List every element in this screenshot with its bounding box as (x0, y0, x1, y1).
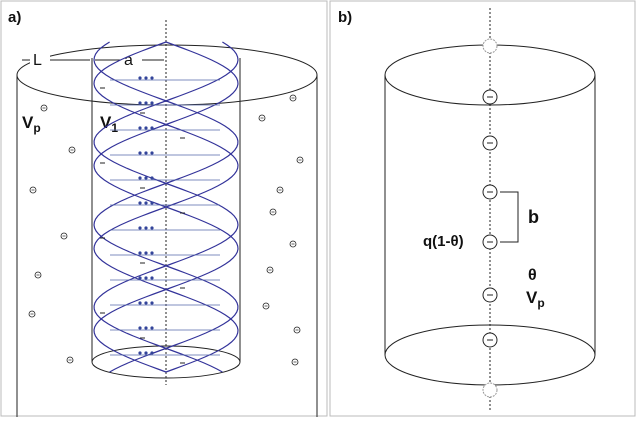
volume-label: V1 (100, 113, 118, 135)
counterion-dot (150, 351, 153, 354)
counterion-dot (138, 276, 141, 279)
counterion-dot (144, 276, 147, 279)
counterion-dot (150, 326, 153, 329)
counterion-dot (138, 326, 141, 329)
image-charge (483, 383, 497, 397)
charge-label: q(1-θ) (423, 233, 464, 250)
counterion-dot (144, 251, 147, 254)
counterion-dot (144, 101, 147, 104)
counterion-dot (150, 151, 153, 154)
counterion-dot (144, 151, 147, 154)
volume-label: Vp (526, 288, 545, 310)
panel-label: a) (8, 9, 21, 26)
volume-sub: p (33, 121, 40, 135)
counterion-dot (144, 201, 147, 204)
spacing-label: b (528, 207, 539, 227)
counterion-dot (150, 226, 153, 229)
spacing-bracket (500, 192, 518, 242)
counterion-dot (138, 301, 141, 304)
counterion-dot (144, 226, 147, 229)
counterion-dot (150, 101, 153, 104)
volume-main: V (22, 113, 34, 132)
counterion-dot (138, 126, 141, 129)
dim-label: L (33, 52, 42, 69)
counterion-dot (150, 301, 153, 304)
volume-main: V (526, 288, 538, 307)
volume-label: Vp (22, 113, 41, 135)
outer-top (17, 45, 317, 105)
counterion-dot (144, 301, 147, 304)
counterion-dot (144, 176, 147, 179)
counterion-dot (138, 251, 141, 254)
counterion-dot (150, 176, 153, 179)
counterion-dot (144, 326, 147, 329)
figure: a) L a Vp V1 b) b q(1-θ) θ Vp (0, 0, 636, 417)
counterion-dot (138, 151, 141, 154)
panel-label: b) (338, 9, 352, 26)
counterion-dot (138, 226, 141, 229)
panel-b: b) b q(1-θ) θ Vp (330, 1, 635, 416)
counterion-dot (150, 126, 153, 129)
counterion-dot (138, 176, 141, 179)
helix-strand (94, 42, 238, 372)
counterion-dot (150, 251, 153, 254)
counterion-dot (150, 276, 153, 279)
counterion-dot (138, 351, 141, 354)
fraction-label: θ (528, 267, 537, 284)
counterion-dot (138, 101, 141, 104)
counterion-dot (138, 201, 141, 204)
panel-a: a) L a Vp V1 (1, 1, 327, 417)
image-charge (483, 39, 497, 53)
panel-border (330, 1, 635, 416)
counterion-dot (138, 76, 141, 79)
counterion-dot (144, 126, 147, 129)
counterion-dot (144, 351, 147, 354)
counterion-dot (150, 76, 153, 79)
counterion-dot (144, 76, 147, 79)
counterion-dot (150, 201, 153, 204)
volume-sub: p (537, 296, 544, 310)
